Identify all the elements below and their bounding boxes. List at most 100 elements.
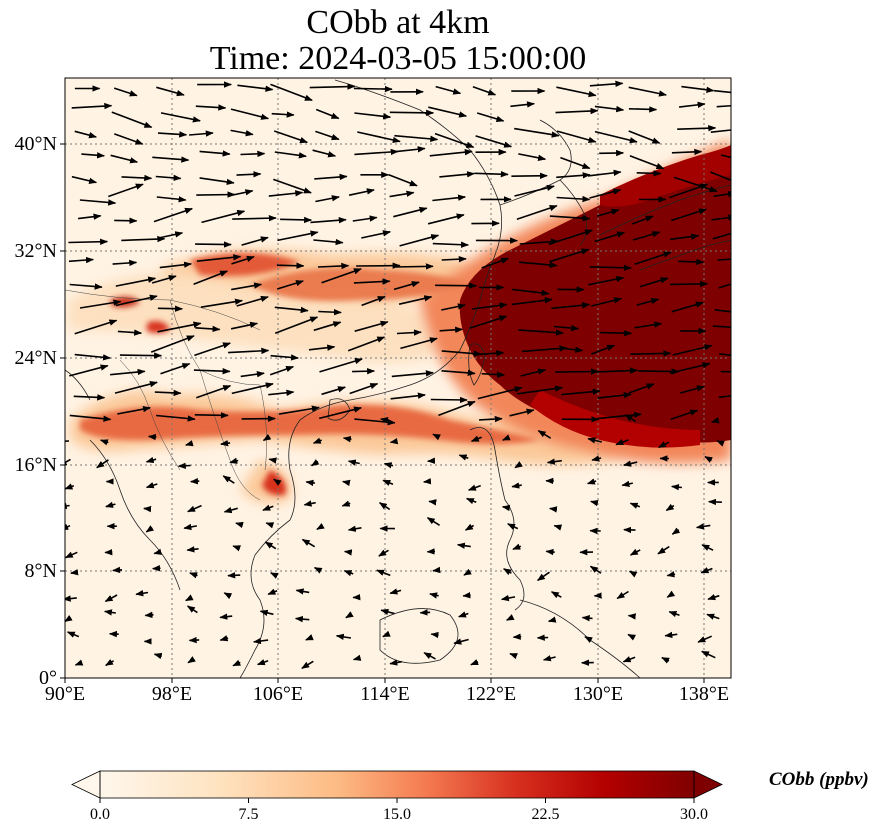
wind-arrow [231,255,255,265]
wind-arrow [711,417,720,424]
wind-arrow [591,344,616,355]
wind-arrow [664,631,678,639]
wind-arrow [432,241,469,248]
wind-arrow [189,130,214,137]
wind-arrow [636,297,660,306]
wind-arrow [273,178,312,194]
wind-arrow [114,217,138,224]
wind-arrow [270,572,279,579]
wind-arrow [115,276,157,287]
wind-arrow [378,502,391,511]
wind-arrow [388,174,418,187]
wind-arrow [274,306,309,314]
lat-label-24n: 24°N [14,347,57,369]
wind-arrow [268,190,304,197]
wind-arrow [145,525,155,533]
lat-label-8n: 8°N [24,560,57,582]
wind-arrow [220,440,231,447]
wind-arrow [380,608,395,616]
wind-arrow [345,611,354,619]
wind-arrow [720,154,731,159]
colorbar-gradient [100,771,694,798]
wind-arrow [65,551,78,559]
wind-arrow [430,396,468,404]
wind-arrow [232,545,241,552]
wind-arrow [150,335,195,353]
wind-arrow [670,409,699,420]
wind-arrow [240,150,266,158]
wind-arrow [277,230,319,242]
wind-arrow [267,588,278,596]
wind-arrow [269,365,295,376]
wind-arrow [121,174,153,182]
wind-arrow [462,592,471,599]
wind-arrow [361,230,391,239]
wind-arrow [589,80,624,88]
wind-arrow [278,405,320,415]
wind-arrow [66,631,80,638]
wind-arrow [634,321,663,329]
wind-arrow [551,302,591,310]
wind-arrow [319,358,363,373]
wind-arrow [590,499,599,507]
wind-arrow [512,633,522,640]
wind-arrow [549,248,590,263]
lon-label-90e: 90°E [44,683,86,705]
wind-arrow [295,588,310,595]
wind-arrow [262,433,272,442]
wind-arrow [400,337,438,350]
map-subtitle-time: Time: 2024-03-05 15:00:00 [209,40,587,77]
wind-arrow [71,102,113,110]
wind-arrow [313,566,323,574]
wind-arrow [153,207,193,223]
wind-arrow [616,590,629,600]
wind-arrow [542,655,556,662]
wind-arrow [294,615,310,623]
wind-arrow [241,236,269,246]
wind-arrow [74,130,97,139]
wind-arrow [153,548,162,555]
wind-arrow [636,170,662,177]
wind-arrow [223,592,233,600]
wind-arrow [548,229,593,246]
lon-label-106e: 106°E [252,683,304,705]
wind-arrow [240,371,265,378]
wind-arrow [195,241,232,248]
wind-arrow [223,506,238,514]
wind-arrow [65,483,75,490]
wind-arrow [697,635,713,643]
wind-arrow [627,633,636,641]
wind-arrow [631,215,654,225]
wind-arrow [230,108,270,120]
wind-arrow [671,301,704,313]
wind-arrow [154,389,182,397]
wind-arrow [310,459,320,467]
wind-arrow [253,637,269,645]
wind-arrow [110,154,139,164]
wind-arrow [230,129,254,137]
wind-arrow [441,350,482,357]
wind-arrow [347,459,360,466]
wind-arrow [229,457,239,464]
wind-arrow [342,436,352,443]
wind-arrow [714,89,731,94]
wind-arrow [586,478,597,485]
wind-arrow [621,480,633,487]
wind-vectors [65,80,731,669]
wind-arrow [502,434,511,441]
wind-arrow [396,329,422,336]
wind-arrow [458,611,469,618]
wind-arrow [115,294,158,307]
wind-arrow [520,368,547,377]
wind-arrow [196,385,232,399]
wind-arrow [591,455,602,462]
wind-arrow [104,594,118,603]
wind-arrow [352,654,362,661]
wind-arrow [196,254,242,262]
wind-arrow [186,546,199,553]
wind-arrow [438,400,476,417]
wind-arrow [701,544,714,551]
wind-arrow [511,288,550,297]
wind-arrow [393,281,420,291]
wind-arrow [186,605,198,614]
